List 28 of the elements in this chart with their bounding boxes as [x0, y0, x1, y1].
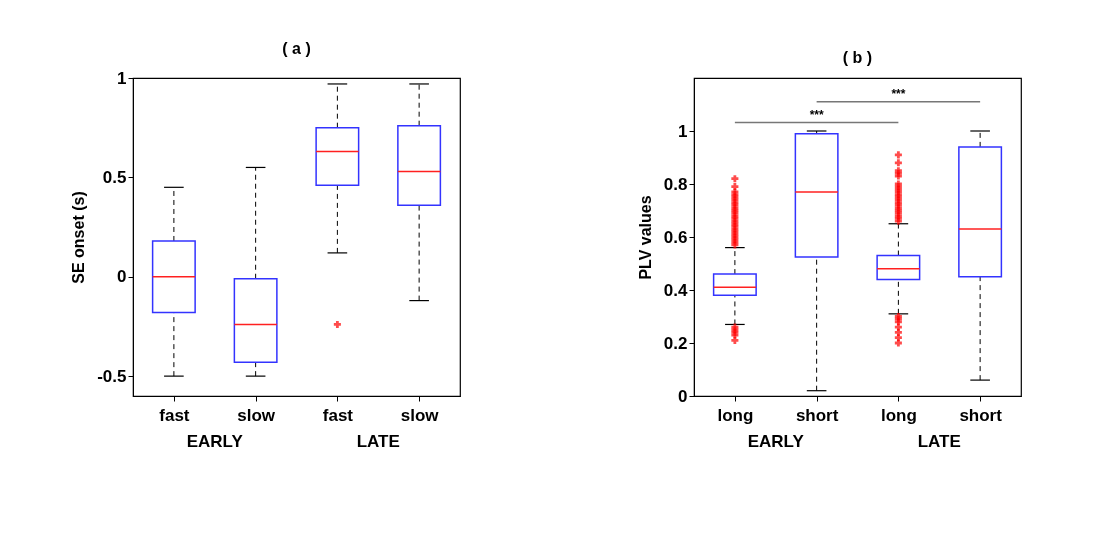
y-tick-label: 1 — [117, 68, 127, 88]
y-tick-label: -0.5 — [97, 366, 127, 386]
x-tick-label: fast — [322, 405, 354, 425]
text: EARLY — [186, 432, 244, 451]
y-tick-label: 1 — [678, 121, 688, 141]
x-tick-label: slow — [400, 405, 440, 425]
x-tick-label: long — [717, 405, 754, 425]
y-tick-label: 0 — [678, 386, 688, 406]
chart-title: ( a ) — [282, 40, 311, 57]
y-tick-label: 0.5 — [102, 167, 127, 187]
y-tick-label: 0.6 — [663, 227, 688, 247]
y-axis-title: PLV values — [636, 195, 654, 280]
x-tick-label: short — [959, 405, 1003, 425]
text: LATE — [917, 432, 961, 451]
annotation: *** — [809, 107, 824, 122]
x-tick-label: slow — [237, 405, 276, 425]
y-tick-label: 0 — [117, 267, 127, 287]
x-tick-label: fast — [159, 405, 190, 425]
y-axis-title: SE onset (s) — [70, 191, 88, 284]
y-tick-label: 0.2 — [663, 333, 688, 353]
y-tick-label: 0.4 — [663, 280, 689, 300]
text: LATE — [356, 432, 400, 451]
x-tick-label: short — [795, 405, 839, 425]
chart-title: ( b ) — [842, 49, 873, 66]
text: EARLY — [747, 432, 805, 451]
annotation: *** — [891, 86, 906, 101]
y-tick-label: 0.8 — [663, 174, 688, 194]
x-tick-label: long — [880, 405, 917, 425]
